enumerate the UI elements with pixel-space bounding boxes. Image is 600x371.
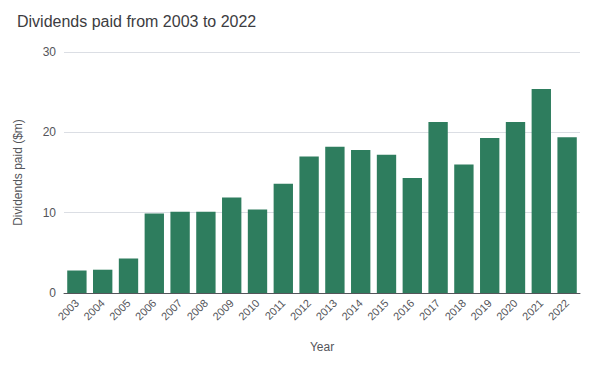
svg-text:2009: 2009 bbox=[210, 297, 236, 323]
svg-text:2022: 2022 bbox=[546, 297, 572, 323]
svg-text:10: 10 bbox=[43, 206, 57, 220]
svg-text:2005: 2005 bbox=[107, 297, 133, 323]
svg-text:30: 30 bbox=[43, 45, 57, 59]
svg-text:0: 0 bbox=[49, 286, 56, 300]
svg-text:2012: 2012 bbox=[288, 297, 314, 323]
svg-text:2007: 2007 bbox=[159, 297, 185, 323]
svg-text:2015: 2015 bbox=[365, 297, 391, 323]
svg-text:2013: 2013 bbox=[313, 297, 339, 323]
svg-text:2003: 2003 bbox=[55, 297, 81, 323]
svg-text:2016: 2016 bbox=[391, 297, 417, 323]
svg-text:Year: Year bbox=[310, 340, 334, 354]
svg-text:2004: 2004 bbox=[81, 297, 107, 323]
svg-text:2021: 2021 bbox=[520, 297, 546, 323]
svg-text:2010: 2010 bbox=[236, 297, 262, 323]
svg-text:2008: 2008 bbox=[184, 297, 210, 323]
svg-text:Dividends paid from 2003 to 20: Dividends paid from 2003 to 2022 bbox=[17, 13, 256, 30]
svg-text:2018: 2018 bbox=[442, 297, 468, 323]
svg-text:2019: 2019 bbox=[468, 297, 494, 323]
svg-text:20: 20 bbox=[43, 125, 57, 139]
svg-text:2017: 2017 bbox=[417, 297, 443, 323]
svg-text:2006: 2006 bbox=[133, 297, 159, 323]
svg-text:2020: 2020 bbox=[494, 297, 520, 323]
svg-text:2014: 2014 bbox=[339, 297, 365, 323]
svg-text:Dividends paid ($m): Dividends paid ($m) bbox=[11, 119, 25, 226]
svg-text:2011: 2011 bbox=[262, 297, 287, 322]
